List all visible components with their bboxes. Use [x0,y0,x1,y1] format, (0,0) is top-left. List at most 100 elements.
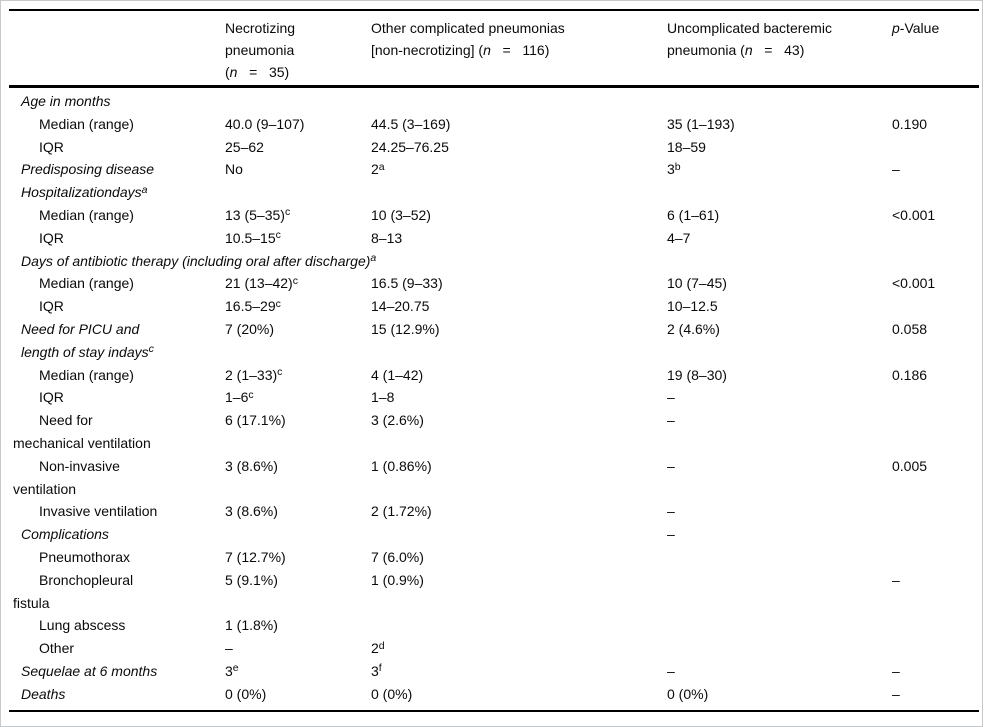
value-cell [667,637,892,660]
value-cell: 44.5 (3–169) [371,115,451,132]
row-label: Median (range) [39,115,134,132]
p-value-cell [892,546,979,569]
value-cell: 13 (5–35)c [225,206,291,223]
value-cell [667,87,892,113]
p-value-cell [892,386,979,409]
value-cell: 10 (3–52) [371,206,431,223]
value-cell: 19 (8–30) [667,366,727,383]
table-row: Days of antibiotic therapy (including or… [9,250,979,273]
value-cell: 10 (7–45) [667,275,727,292]
table-row: Lung abscess 1 (1.8%) [9,614,979,637]
value-cell: 4 (1–42) [371,366,424,383]
value-cell: 0 (0%) [371,685,413,702]
value-cell: 18–59 [667,138,706,155]
table-row: Median (range) 2 (1–33)c 4 (1–42) 19 (8–30)… [9,364,979,387]
table-row: Age in months [9,87,979,113]
value-cell [667,546,892,569]
value-cell: 15 (12.9%) [371,320,440,337]
p-value-cell: – [892,662,900,679]
table-row: Median (range) 13 (5–35)c 10 (3–52) 6 (1–61… [9,204,979,227]
p-value-cell: 0.058 [892,320,928,337]
p-value-cell [892,409,979,455]
row-label: Sequelae at 6 months [21,662,158,679]
value-cell [667,614,892,637]
table-row: IQR 1–6c 1–8 – [9,386,979,409]
p-value-cell: 0.186 [892,366,928,383]
p-value-cell: – [892,161,900,178]
value-cell: 5 (9.1%) [225,571,278,588]
row-label: Need for mechanical ventilation [13,412,151,451]
row-label: Bronchopleural fistula [13,571,134,611]
row-label: Pneumothorax [39,548,131,565]
value-cell [225,87,371,113]
value-cell: 1–8 [371,389,395,406]
value-cell: 1 (0.86%) [371,457,432,474]
value-cell: 3f [371,662,382,679]
value-cell: 40.0 (9–107) [225,115,305,132]
table-row: Deaths 0 (0%) 0 (0%) 0 (0%) – [9,683,979,711]
value-cell: – [667,503,675,520]
p-value-cell: <0.001 [892,206,936,223]
pneumonia-comparison-table: Necrotizing pneumonia (n = 35) Other compl… [9,9,979,712]
table-row: Median (range) 21 (13–42)c 16.5 (9–33) 10 (… [9,272,979,295]
value-cell: 2a [371,160,385,178]
header-other-complicated-pneumonias: Other complicated pneumonias [non-necroti… [371,20,565,58]
p-value-cell [892,227,979,250]
table-row: Other – 2d [9,637,979,660]
row-label: Hospitalizationdaysa [21,183,148,201]
row-label: Non-invasive ventilation [13,457,120,497]
table-row: Median (range) 40.0 (9–107) 44.5 (3–169) 35… [9,113,979,136]
header-row: Necrotizing pneumonia (n = 35) Other compl… [9,10,979,87]
header-necrotizing-pneumonia: Necrotizing pneumonia (n = 35) [225,20,296,80]
row-label: IQR [39,389,64,406]
value-cell [667,569,892,615]
row-label: Days of antibiotic therapy (including or… [21,252,377,269]
table-row: Bronchopleural fistula 5 (9.1%) 1 (0.9%) – [9,569,979,615]
table-row: Need for mechanical ventilation 6 (17.1%) 3… [9,409,979,455]
value-cell: 10.5–15c [225,229,281,246]
value-cell [371,181,667,204]
value-cell: – [667,389,675,406]
value-cell: 7 (6.0%) [371,548,424,565]
p-value-cell [892,295,979,318]
table-row: Pneumothorax 7 (12.7%) 7 (6.0%) [9,546,979,569]
value-cell [667,181,892,204]
p-value-cell [892,523,979,546]
table-row: Non-invasive ventilation 3 (8.6%) 1 (0.86%)… [9,455,979,501]
p-value-cell: 0.005 [892,457,928,474]
value-cell: 6 (1–61) [667,206,720,223]
value-cell: 3e [225,662,239,679]
row-label: Lung abscess [39,617,126,634]
value-cell: 3 (8.6%) [225,503,278,520]
value-cell: 21 (13–42)c [225,274,298,292]
value-cell: 16.5–29c [225,297,281,315]
value-cell: 2d [371,639,385,657]
p-value-cell: – [892,685,900,702]
value-cell: – [667,526,675,543]
row-label: Age in months [21,93,111,109]
value-cell [371,614,667,637]
table-row: Complications – [9,523,979,546]
p-value-cell: <0.001 [892,275,936,292]
value-cell: 3b [667,160,681,178]
value-cell: 1 (1.8%) [225,617,278,634]
value-cell: 16.5 (9–33) [371,275,443,292]
p-value-cell [892,637,979,660]
table-row: Invasive ventilation 3 (8.6%) 2 (1.72%) – [9,500,979,523]
value-cell: 1 (0.9%) [371,571,424,588]
value-cell: 1–6c [225,388,254,406]
value-cell: – [667,662,675,679]
value-cell: 35 (1–193) [667,115,735,132]
value-cell: 2 (1–33)c [225,366,283,383]
row-label: IQR [39,298,64,315]
table-header: Necrotizing pneumonia (n = 35) Other compl… [9,10,979,87]
table-row: IQR 25–62 24.25–76.25 18–59 [9,136,979,159]
value-cell: 7 (20%) [225,320,275,337]
value-cell: – [225,640,233,657]
value-cell [371,523,667,546]
value-cell: 4–7 [667,229,691,246]
value-cell: 0 (0%) [225,685,267,702]
p-value-cell [892,181,979,204]
row-label: Invasive ventilation [39,503,158,520]
